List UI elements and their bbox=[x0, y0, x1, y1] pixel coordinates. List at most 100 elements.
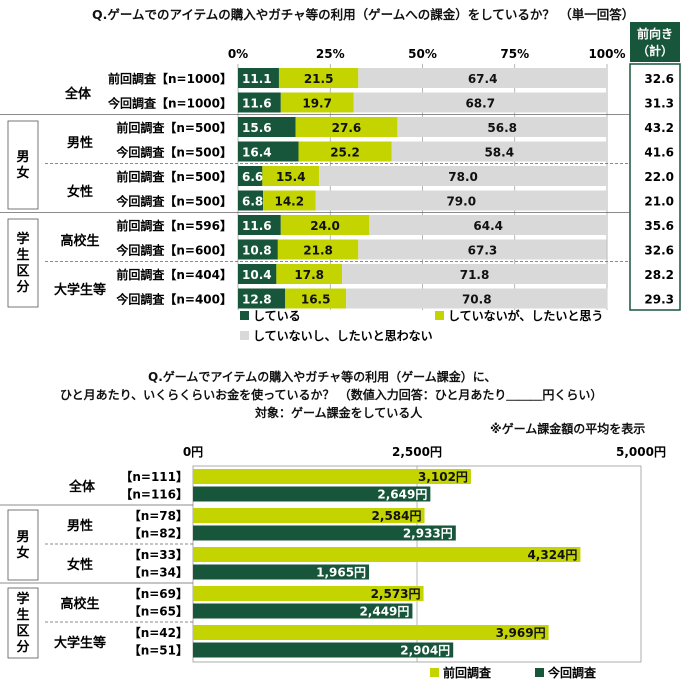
chart1-bar-segment bbox=[353, 92, 607, 113]
chart2-title-line2: ひと月あたり、いくらくらいお金を使っているか？ （数値入力回答：ひと月あたり＿＿… bbox=[60, 388, 603, 402]
chart1-bar-segment bbox=[346, 288, 608, 309]
chart1-bar-segment bbox=[238, 190, 264, 211]
chart1-data-label: 6.6 bbox=[242, 170, 263, 184]
chart2-legend-swatch bbox=[535, 668, 544, 677]
chart1-data-label: 15.4 bbox=[276, 170, 306, 184]
chart2-outer-group-label: 生 bbox=[16, 607, 29, 623]
chart2-x-tick: 0円 bbox=[183, 445, 203, 459]
chart1-row-label: 今回調査【n=600】 bbox=[115, 243, 232, 258]
chart2-bar bbox=[193, 603, 413, 619]
chart2-title-line3: 対象：ゲーム課金をしている人 bbox=[255, 406, 423, 420]
chart2-n-label: 【n=116】 bbox=[120, 487, 188, 502]
chart1-bar-segment bbox=[238, 239, 278, 260]
chart1-data-label: 14.2 bbox=[274, 195, 304, 209]
chart1-bar-segment bbox=[238, 68, 279, 88]
chart1-bar-segment bbox=[391, 141, 607, 162]
chart1-data-label: 11.6 bbox=[242, 97, 272, 111]
chart1-row-label: 今回調査【n=500】 bbox=[115, 145, 232, 160]
chart1-bar-segment bbox=[342, 264, 607, 284]
chart2-bar bbox=[193, 486, 431, 502]
chart1-legend-label: していないし、したいと思わない bbox=[253, 329, 433, 343]
chart1-total-value: 32.6 bbox=[644, 72, 674, 86]
chart2-legend-label: 前回調査 bbox=[443, 665, 492, 680]
chart1-bar-segment bbox=[369, 215, 607, 235]
chart1-bar-segment bbox=[285, 288, 347, 309]
chart1-data-label: 19.7 bbox=[302, 97, 332, 111]
chart2-outer-group-label: 男 bbox=[16, 530, 29, 545]
chart1-bar-segment bbox=[280, 215, 370, 235]
chart1-bar-segment bbox=[238, 264, 277, 284]
chart2-outer-group-box bbox=[7, 509, 39, 581]
chart2-x-tick: 2,500円 bbox=[392, 445, 442, 459]
chart1-bar-segment bbox=[238, 141, 299, 162]
chart2-n-label: 【n=34】 bbox=[129, 565, 188, 580]
chart1-legend-swatch bbox=[435, 311, 444, 320]
chart2-group-label: 高校生 bbox=[60, 596, 99, 612]
chart1-outer-group-box bbox=[7, 120, 39, 210]
chart2-group-label: 男性 bbox=[67, 518, 93, 534]
chart1-bar-segment bbox=[238, 92, 281, 113]
chart1-bar-segment bbox=[280, 92, 354, 113]
chart2-note: ※ゲーム課金額の平均を表示 bbox=[490, 422, 646, 436]
chart1-group-label: 女性 bbox=[67, 184, 93, 200]
chart1-bar-segment bbox=[277, 239, 359, 260]
chart1-row-label: 今回調査【n=500】 bbox=[115, 194, 232, 209]
chart1-total-value: 21.0 bbox=[644, 195, 674, 209]
chart1-data-label: 15.6 bbox=[242, 121, 272, 135]
chart2-outer-group-label: 区 bbox=[16, 624, 29, 639]
chart1-row-label: 前回調査【n=1000】 bbox=[108, 71, 232, 86]
chart1-data-label: 17.8 bbox=[294, 268, 324, 282]
chart1-bar-segment bbox=[315, 190, 607, 211]
chart2-legend-swatch bbox=[430, 668, 439, 677]
chart1-bar-segment bbox=[295, 117, 398, 137]
chart2-data-label: 3,969円 bbox=[496, 626, 546, 640]
chart1-x-tick: 100% bbox=[588, 47, 625, 61]
chart2-title-line1: Q.ゲームでアイテムの購入やガチャ等の利用（ゲーム課金）に、 bbox=[148, 370, 497, 384]
chart1-row-label: 今回調査【n=400】 bbox=[115, 292, 232, 307]
side-header-text: 前向き bbox=[637, 26, 673, 41]
chart1-data-label: 16.4 bbox=[242, 146, 272, 160]
chart2-bar bbox=[193, 469, 471, 484]
chart1-outer-group-label: 男 bbox=[16, 150, 29, 165]
chart1-data-label: 70.8 bbox=[462, 293, 492, 307]
chart1-data-label: 56.8 bbox=[487, 121, 517, 135]
chart2-group-label: 大学生等 bbox=[54, 635, 106, 651]
chart2-data-label: 2,904円 bbox=[400, 644, 450, 658]
chart1-data-label: 21.5 bbox=[304, 72, 334, 86]
chart1-group-label: 全体 bbox=[64, 86, 92, 102]
chart1-total-value: 28.2 bbox=[644, 268, 674, 282]
chart1-bar-segment bbox=[238, 215, 281, 235]
chart2-n-label: 【n=42】 bbox=[129, 625, 188, 640]
chart1-bar-segment bbox=[238, 288, 286, 309]
chart1-total-value: 41.6 bbox=[644, 146, 674, 160]
chart1-bar-segment bbox=[278, 68, 359, 88]
chart1-total-value: 29.3 bbox=[644, 293, 674, 307]
chart1-data-label: 25.2 bbox=[330, 146, 360, 160]
chart1-row-label: 前回調査【n=404】 bbox=[116, 267, 232, 282]
chart1-bar-segment bbox=[262, 166, 320, 186]
chart1-title: Q.ゲームでのアイテムの購入やガチャ等の利用（ゲームへの課金）をしているか？ （… bbox=[92, 7, 635, 22]
chart2-n-label: 【n=65】 bbox=[129, 604, 188, 619]
chart1-group-label: 大学生等 bbox=[54, 282, 106, 298]
chart1-bar-segment bbox=[238, 166, 263, 186]
chart1-data-label: 64.4 bbox=[473, 219, 503, 233]
chart1-data-label: 16.5 bbox=[301, 293, 331, 307]
chart1-bar-segment bbox=[298, 141, 392, 162]
chart2-x-tick: 5,000円 bbox=[616, 445, 666, 459]
chart2-data-label: 2,933円 bbox=[403, 527, 453, 541]
chart1-bar-segment bbox=[358, 239, 607, 260]
chart1-data-label: 6.8 bbox=[242, 195, 263, 209]
chart1-x-tick: 50% bbox=[408, 47, 437, 61]
chart2-bar bbox=[193, 508, 425, 523]
chart2-data-label: 2,449円 bbox=[359, 605, 409, 619]
chart1-outer-group-label: 生 bbox=[16, 247, 29, 263]
chart2-legend-label: 今回調査 bbox=[547, 665, 597, 680]
chart2-bar bbox=[193, 525, 456, 541]
chart1-data-label: 27.6 bbox=[332, 121, 362, 135]
chart1-total-value: 22.0 bbox=[644, 170, 674, 184]
chart1-row-label: 今回調査【n=1000】 bbox=[107, 96, 232, 111]
chart1-data-label: 78.0 bbox=[448, 170, 478, 184]
chart1-data-label: 71.8 bbox=[460, 268, 490, 282]
chart1-data-label: 24.0 bbox=[310, 219, 340, 233]
